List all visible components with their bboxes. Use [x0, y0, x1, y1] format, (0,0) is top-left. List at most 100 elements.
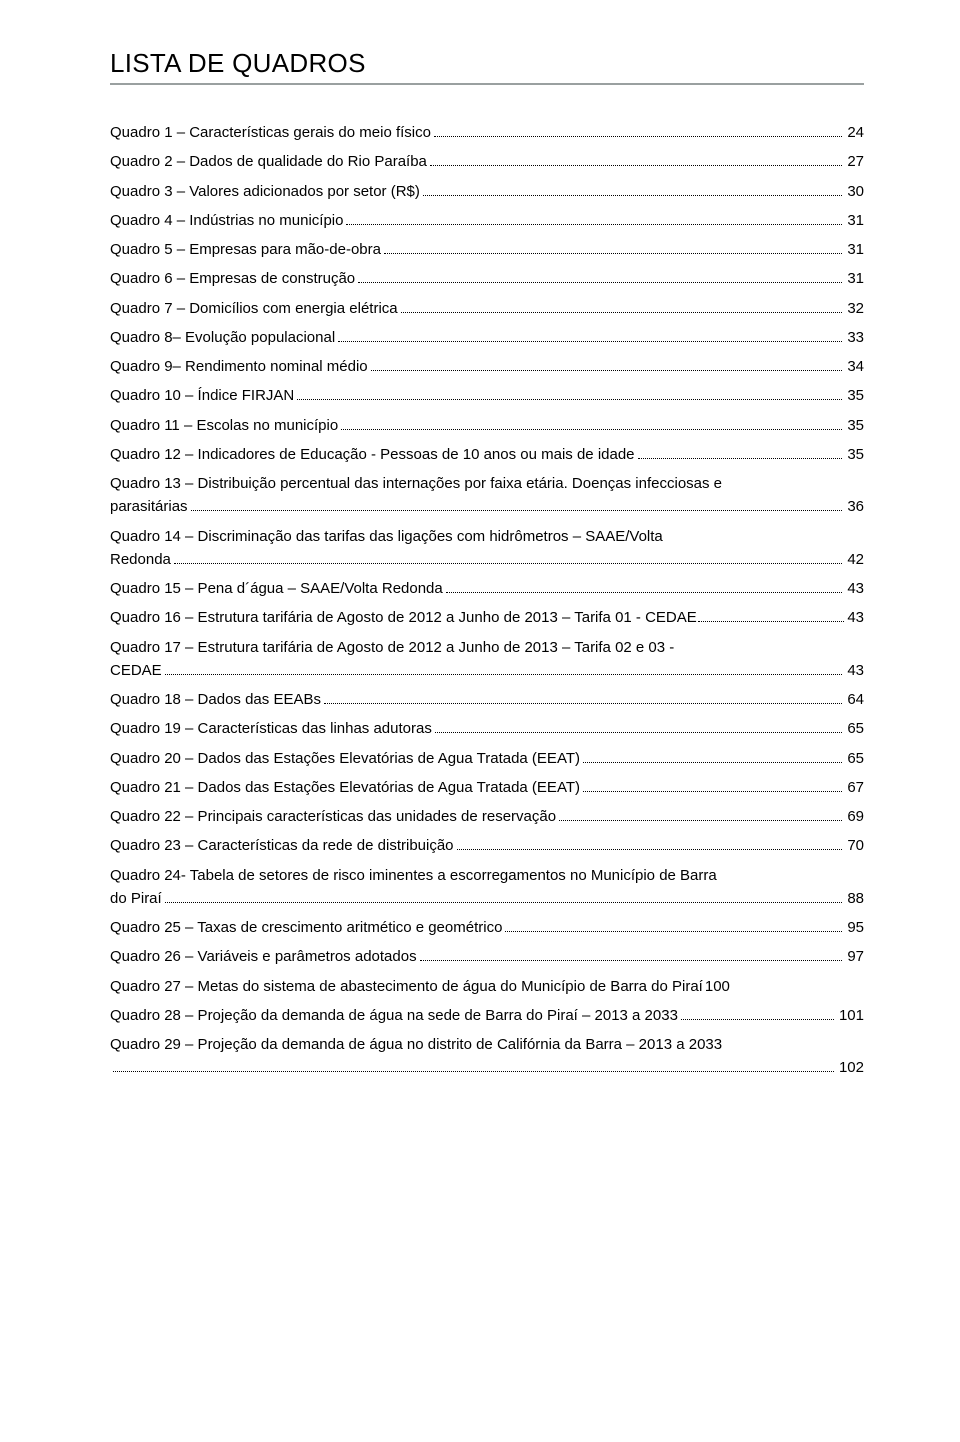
toc-entry-text: Quadro 16 – Estrutura tarifária de Agost…: [110, 606, 697, 629]
toc-leader: [434, 125, 842, 137]
toc-entry-page: 42: [845, 548, 864, 571]
toc-entry: Quadro 23 – Características da rede de d…: [110, 834, 864, 857]
toc-leader: [583, 751, 842, 763]
toc-entry: Quadro 16 – Estrutura tarifária de Agost…: [110, 606, 864, 629]
toc-entry-pretext: Quadro 14 – Discriminação das tarifas da…: [110, 525, 864, 548]
toc-entry-page: 31: [845, 238, 864, 261]
toc-entry: Quadro 22 – Principais características d…: [110, 805, 864, 828]
toc-entry-pretext: Quadro 29 – Projeção da demanda de água …: [110, 1033, 864, 1056]
toc-entry-text: CEDAE: [110, 659, 162, 682]
toc-entry: Quadro 20 – Dados das Estações Elevatóri…: [110, 747, 864, 770]
toc-entry-page: 43: [845, 606, 864, 629]
toc-leader: [191, 499, 843, 511]
toc-entry-pretext: Quadro 17 – Estrutura tarifária de Agost…: [110, 636, 864, 659]
toc-leader: [338, 330, 842, 342]
toc-entry-text: Quadro 7 – Domicílios com energia elétri…: [110, 297, 398, 320]
toc-entry: Quadro 9– Rendimento nominal médio34: [110, 355, 864, 378]
toc-leader: [420, 949, 843, 961]
toc-entry: Quadro 12 – Indicadores de Educação - Pe…: [110, 443, 864, 466]
toc-entry-pretext: Quadro 24- Tabela de setores de risco im…: [110, 864, 864, 887]
toc-entry-page: 35: [845, 443, 864, 466]
toc-entry-page: 43: [845, 577, 864, 600]
toc-entry: parasitárias 36: [110, 495, 864, 518]
toc-entry-page: 34: [845, 355, 864, 378]
toc-entry: Quadro 18 – Dados das EEABs 64: [110, 688, 864, 711]
toc-entry-text: Quadro 10 – Índice FIRJAN: [110, 384, 294, 407]
toc-leader: [346, 213, 842, 225]
toc-leader: [698, 610, 845, 622]
toc-leader: [113, 1060, 834, 1072]
toc-entry: Quadro 4 – Indústrias no município 31: [110, 209, 864, 232]
toc-entry-page: 64: [845, 688, 864, 711]
toc-entry: 102: [110, 1056, 864, 1079]
page-title: LISTA DE QUADROS: [110, 48, 864, 85]
toc-entry: Quadro 26 – Variáveis e parâmetros adota…: [110, 945, 864, 968]
toc-leader: [297, 388, 842, 400]
toc-entry: Redonda 42: [110, 548, 864, 571]
toc-entry: Quadro 1 – Características gerais do mei…: [110, 121, 864, 144]
toc-entry: Quadro 25 – Taxas de crescimento aritmét…: [110, 916, 864, 939]
toc-entry: Quadro 6 – Empresas de construção 31: [110, 267, 864, 290]
toc-entry-page: 43: [845, 659, 864, 682]
toc-leader: [583, 780, 842, 792]
toc-entry-page: 65: [845, 717, 864, 740]
toc-entry-page: 33: [845, 326, 864, 349]
toc-entry-page: 31: [845, 267, 864, 290]
toc-leader: [559, 809, 842, 821]
toc-entry-pretext: Quadro 13 – Distribuição percentual das …: [110, 472, 864, 495]
toc-entry: Quadro 28 – Projeção da demanda de água …: [110, 1004, 864, 1027]
toc-entry-text: Quadro 4 – Indústrias no município: [110, 209, 343, 232]
toc-leader: [401, 301, 843, 313]
toc-entry: Quadro 27 – Metas do sistema de abasteci…: [110, 975, 864, 998]
toc-entry-text: Quadro 3 – Valores adicionados por setor…: [110, 180, 420, 203]
toc-entry-page: 31: [845, 209, 864, 232]
toc-leader: [384, 242, 842, 254]
toc-entry-text: Quadro 18 – Dados das EEABs: [110, 688, 321, 711]
toc-leader: [165, 663, 843, 675]
toc-entry-page: 65: [845, 747, 864, 770]
toc-entry-text: Quadro 1 – Características gerais do mei…: [110, 121, 431, 144]
toc-leader: [430, 154, 842, 166]
toc-leader: [446, 581, 843, 593]
toc-entry-text: Quadro 20 – Dados das Estações Elevatóri…: [110, 747, 580, 770]
toc-entry-text: Quadro 11 – Escolas no município: [110, 414, 338, 437]
toc-leader: [324, 692, 842, 704]
toc-entry-page: 97: [845, 945, 864, 968]
toc-entry-page: 100: [703, 975, 730, 998]
toc-leader: [341, 418, 842, 430]
toc-entry: Quadro 8– Evolução populacional 33: [110, 326, 864, 349]
toc-entry-page: 67: [845, 776, 864, 799]
toc-entry-page: 35: [845, 384, 864, 407]
toc-entry: Quadro 2 – Dados de qualidade do Rio Par…: [110, 150, 864, 173]
toc-entry-text: Quadro 23 – Características da rede de d…: [110, 834, 454, 857]
toc-entry-text: Quadro 6 – Empresas de construção: [110, 267, 355, 290]
toc-entry-text: Quadro 25 – Taxas de crescimento aritmét…: [110, 916, 502, 939]
toc-leader: [165, 891, 843, 903]
toc-entry-text: Redonda: [110, 548, 171, 571]
toc-entry: Quadro 3 – Valores adicionados por setor…: [110, 180, 864, 203]
toc-entry: Quadro 15 – Pena d´água – SAAE/Volta Red…: [110, 577, 864, 600]
toc-entry-text: Quadro 22 – Principais características d…: [110, 805, 556, 828]
toc-leader: [174, 552, 842, 564]
toc-leader: [371, 359, 843, 371]
toc-entry: Quadro 5 – Empresas para mão-de-obra31: [110, 238, 864, 261]
toc-entry-text: Quadro 8– Evolução populacional: [110, 326, 335, 349]
toc-entry-page: 35: [845, 414, 864, 437]
toc-list: Quadro 1 – Características gerais do mei…: [110, 121, 864, 1080]
toc-entry-text: parasitárias: [110, 495, 188, 518]
toc-entry: do Piraí88: [110, 887, 864, 910]
toc-entry-text: Quadro 12 – Indicadores de Educação - Pe…: [110, 443, 635, 466]
toc-entry-text: do Piraí: [110, 887, 162, 910]
toc-entry-page: 70: [845, 834, 864, 857]
toc-entry-page: 32: [845, 297, 864, 320]
toc-entry: Quadro 11 – Escolas no município 35: [110, 414, 864, 437]
toc-leader: [681, 1008, 834, 1020]
toc-leader: [423, 184, 842, 196]
toc-entry-page: 36: [845, 495, 864, 518]
toc-entry: Quadro 19 – Características das linhas a…: [110, 717, 864, 740]
toc-entry-page: 30: [845, 180, 864, 203]
toc-entry-text: Quadro 2 – Dados de qualidade do Rio Par…: [110, 150, 427, 173]
toc-entry: Quadro 21 – Dados das Estações Elevatóri…: [110, 776, 864, 799]
toc-entry-page: 24: [845, 121, 864, 144]
toc-leader: [358, 271, 842, 283]
